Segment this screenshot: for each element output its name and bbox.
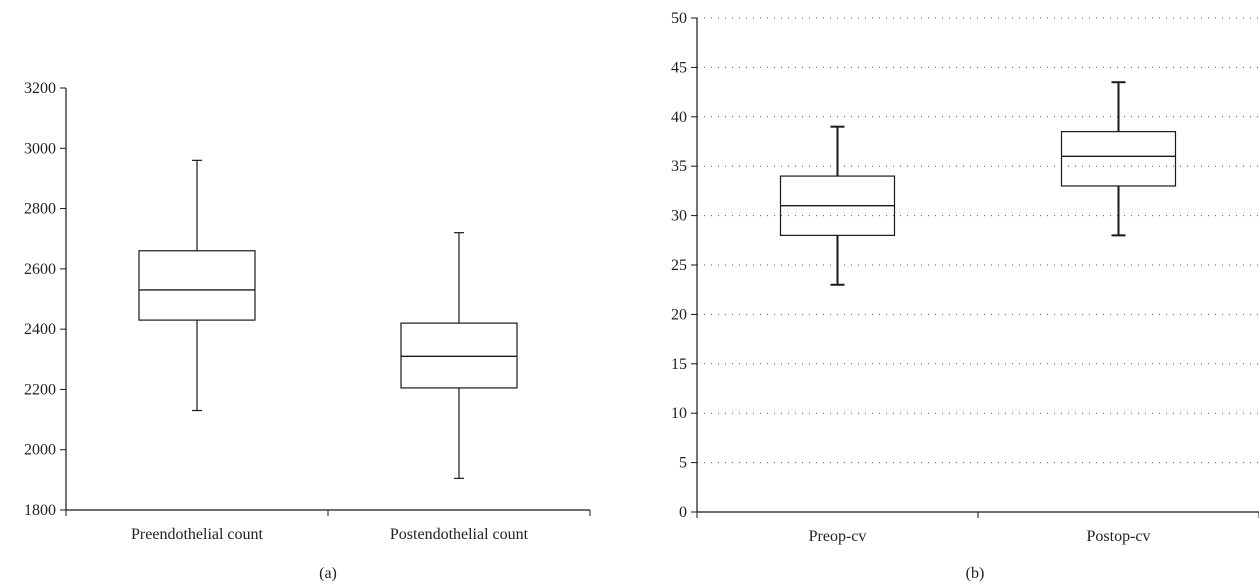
y-tick-label: 40	[671, 109, 687, 126]
x-category-label: Preendothelial count	[131, 526, 264, 543]
y-tick-label: 25	[671, 257, 687, 274]
y-tick-label: 10	[671, 405, 687, 422]
x-category-label: Postop-cv	[1087, 528, 1151, 545]
y-tick-label: 1800	[24, 502, 56, 519]
y-tick-label: 30	[671, 208, 687, 225]
x-category-label: Postendothelial count	[390, 526, 529, 543]
box-plot-1	[779, 125, 896, 286]
y-tick-label: 2400	[24, 321, 56, 338]
interquartile-box	[1060, 131, 1177, 187]
panel-a-label: (a)	[319, 565, 337, 582]
y-tick-label: 35	[671, 158, 687, 175]
y-tick-label: 2600	[24, 261, 56, 278]
y-tick-label: 50	[671, 10, 687, 27]
y-tick-label: 2200	[24, 381, 56, 398]
y-tick-label: 45	[671, 59, 687, 76]
y-tick-label: 3000	[24, 140, 56, 157]
y-tick-label: 2000	[24, 442, 56, 459]
panel-b-label: (b)	[966, 565, 985, 582]
panel-b-chart: (b) 0 5 10 15 20 25 30 35 40 45 50 Preop-cv Postop-c…	[671, 10, 1259, 582]
panel-a-chart: (a) 1800 2000 2200 2400 2600 2800 3000 3200 Pree…	[24, 80, 591, 582]
y-tick-label: 3200	[24, 80, 56, 97]
box-plot-2	[400, 232, 518, 479]
x-category-label: Preop-cv	[809, 528, 867, 545]
y-tick-label: 20	[671, 306, 687, 323]
y-tick-label: 2800	[24, 201, 56, 218]
y-tick-label: 15	[671, 356, 687, 373]
y-tick-label: 5	[679, 455, 687, 472]
box-plot-2	[1060, 81, 1177, 237]
box-plot-1	[138, 159, 256, 412]
interquartile-box	[400, 322, 518, 389]
y-tick-label: 0	[679, 504, 687, 521]
interquartile-box	[138, 250, 256, 321]
